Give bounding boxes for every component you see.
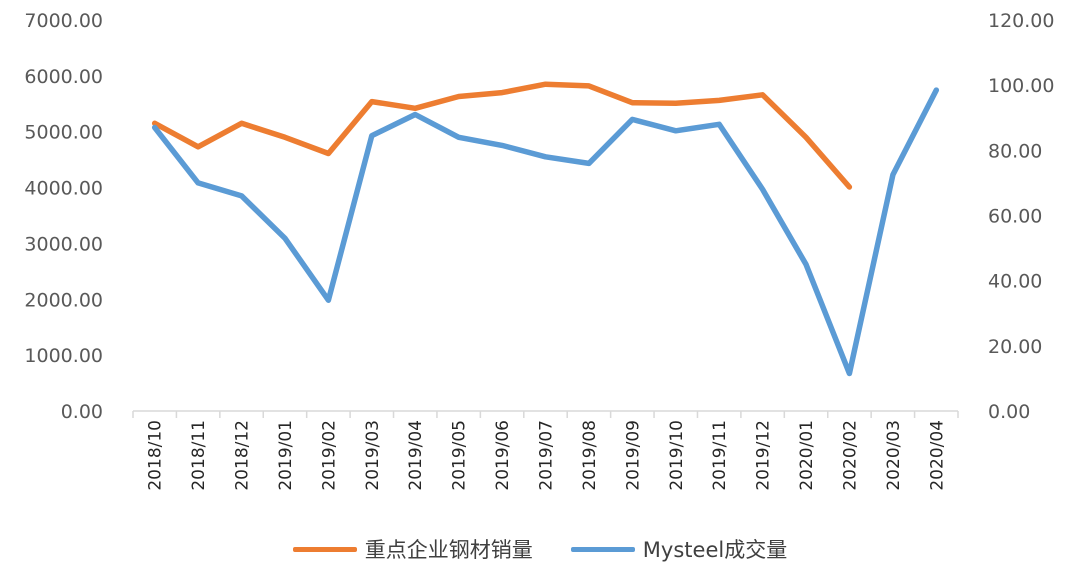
y-right-tick-label: 100.00 bbox=[988, 75, 1054, 97]
legend-label-steel-sales: 重点企业钢材销量 bbox=[364, 538, 533, 562]
y-left-tick-label: 1000.00 bbox=[24, 345, 103, 367]
x-tick-label: 2020/01 bbox=[797, 420, 817, 491]
y-right-tick-label: 80.00 bbox=[988, 140, 1042, 162]
x-tick-label: 2019/03 bbox=[363, 420, 383, 491]
legend: 重点企业钢材销量 Mysteel成交量 bbox=[0, 534, 1080, 564]
y-left-tick-label: 4000.00 bbox=[24, 178, 103, 200]
x-tick-label: 2019/05 bbox=[450, 420, 470, 491]
y-right-tick-label: 0.00 bbox=[988, 401, 1030, 423]
y-left-tick-label: 3000.00 bbox=[24, 233, 103, 255]
x-tick-label: 2019/12 bbox=[754, 420, 774, 491]
x-tick-label: 2018/12 bbox=[233, 420, 253, 491]
legend-item-mysteel-volume: Mysteel成交量 bbox=[570, 534, 788, 564]
x-tick-label: 2019/02 bbox=[319, 420, 339, 491]
x-tick-label: 2018/10 bbox=[146, 420, 166, 491]
x-tick-label: 2019/04 bbox=[406, 420, 426, 491]
x-tick-label: 2019/08 bbox=[580, 420, 600, 491]
y-right-tick-label: 40.00 bbox=[988, 271, 1042, 293]
y-left-tick-label: 5000.00 bbox=[24, 122, 103, 144]
series-layer bbox=[151, 81, 940, 377]
x-tick-label: 2020/04 bbox=[927, 420, 947, 491]
x-tick-label: 2020/03 bbox=[884, 420, 904, 491]
x-tick-label: 2019/10 bbox=[667, 420, 687, 491]
y-left-tick-label: 6000.00 bbox=[24, 66, 103, 88]
x-tick-label: 2019/11 bbox=[710, 420, 730, 491]
y-right-tick-label: 20.00 bbox=[988, 336, 1042, 358]
labels-layer: 0.00 1000.00 2000.00 3000.00 4000.00 5000.00 6… bbox=[24, 10, 1054, 491]
legend-label-mysteel-volume: Mysteel成交量 bbox=[642, 538, 788, 562]
x-tick-label: 2019/06 bbox=[493, 420, 513, 491]
y-left-tick-label: 0.00 bbox=[61, 401, 103, 423]
series-line-steel-sales bbox=[151, 81, 853, 190]
legend-item-steel-sales: 重点企业钢材销量 bbox=[292, 534, 533, 564]
x-tick-label: 2020/02 bbox=[840, 420, 860, 491]
legend-swatch-steel-sales bbox=[292, 546, 357, 552]
x-tick-label: 2019/01 bbox=[276, 420, 296, 491]
y-right-tick-label: 120.00 bbox=[988, 10, 1054, 32]
y-right-tick-label: 60.00 bbox=[988, 206, 1042, 228]
x-tick-label: 2018/11 bbox=[189, 420, 209, 491]
y-left-tick-label: 2000.00 bbox=[24, 289, 103, 311]
y-left-tick-label: 7000.00 bbox=[24, 10, 103, 32]
x-tick-label: 2019/07 bbox=[537, 420, 557, 491]
legend-swatch-mysteel-volume bbox=[570, 546, 635, 552]
chart-svg: 0.00 1000.00 2000.00 3000.00 4000.00 5000.00 6… bbox=[24, 10, 1054, 491]
axes-layer bbox=[132, 410, 959, 418]
x-tick-label: 2019/09 bbox=[623, 420, 643, 491]
series-line-mysteel-volume bbox=[151, 87, 940, 377]
